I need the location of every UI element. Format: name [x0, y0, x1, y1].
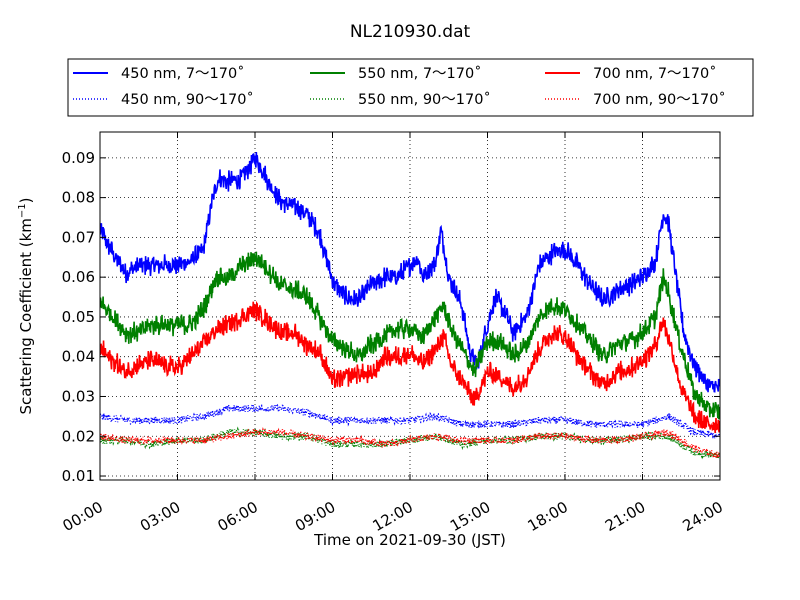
y-axis-label-superscript: −1: [17, 203, 28, 218]
y-tick-label: 0.06: [62, 268, 95, 286]
y-tick-label: 0.04: [62, 348, 95, 366]
y-tick-label: 0.08: [62, 189, 95, 207]
series-line: [100, 426, 720, 462]
legend-label: 450 nm, 90～170˚: [121, 91, 254, 108]
plot-area: [100, 152, 720, 462]
legend-label: 700 nm, 90～170˚: [593, 91, 726, 108]
x-tick-label: 21:00: [602, 498, 648, 535]
x-tick-label: 03:00: [137, 498, 183, 535]
x-tick-label: 00:00: [60, 498, 106, 535]
x-tick-label: 18:00: [525, 498, 571, 535]
x-tick-label: 24:00: [680, 498, 726, 535]
x-axis-label: Time on 2021-09-30 (JST): [313, 531, 506, 549]
series-line: [100, 251, 720, 420]
grid: [100, 132, 720, 480]
x-tick-label: 12:00: [370, 498, 416, 535]
legend-box: [67, 58, 754, 117]
y-tick-label: 0.01: [62, 467, 95, 485]
y-axis-label: Scattering Coefficient (km−1): [17, 197, 35, 414]
y-tick-label: 0.03: [62, 387, 95, 405]
x-tick-label: 06:00: [215, 498, 261, 535]
legend: 450 nm, 7～170˚ 550 nm, 7～170˚ 700 nm, 7～17…: [73, 65, 726, 108]
legend-label: 550 nm, 90～170˚: [358, 91, 491, 108]
legend-label: 550 nm, 7～170˚: [358, 65, 481, 82]
series-line: [100, 402, 720, 439]
chart-title: NL210930.dat: [350, 22, 471, 42]
y-tick-label: 0.05: [62, 308, 95, 326]
legend-label: 450 nm, 7～170˚: [121, 65, 244, 82]
series-line: [100, 426, 720, 460]
x-tick-label: 15:00: [447, 498, 493, 535]
series-line: [100, 152, 720, 393]
y-tick-label: 0.02: [62, 427, 95, 445]
y-tick-label: 0.07: [62, 228, 95, 246]
y-axis-label-close: ): [17, 197, 35, 203]
series-line: [100, 300, 720, 434]
y-tick-label: 0.09: [62, 149, 95, 167]
x-tick-label: 09:00: [292, 498, 338, 535]
y-axis-label-text: Scattering Coefficient (km: [17, 218, 35, 414]
legend-label: 700 nm, 7～170˚: [593, 65, 716, 82]
